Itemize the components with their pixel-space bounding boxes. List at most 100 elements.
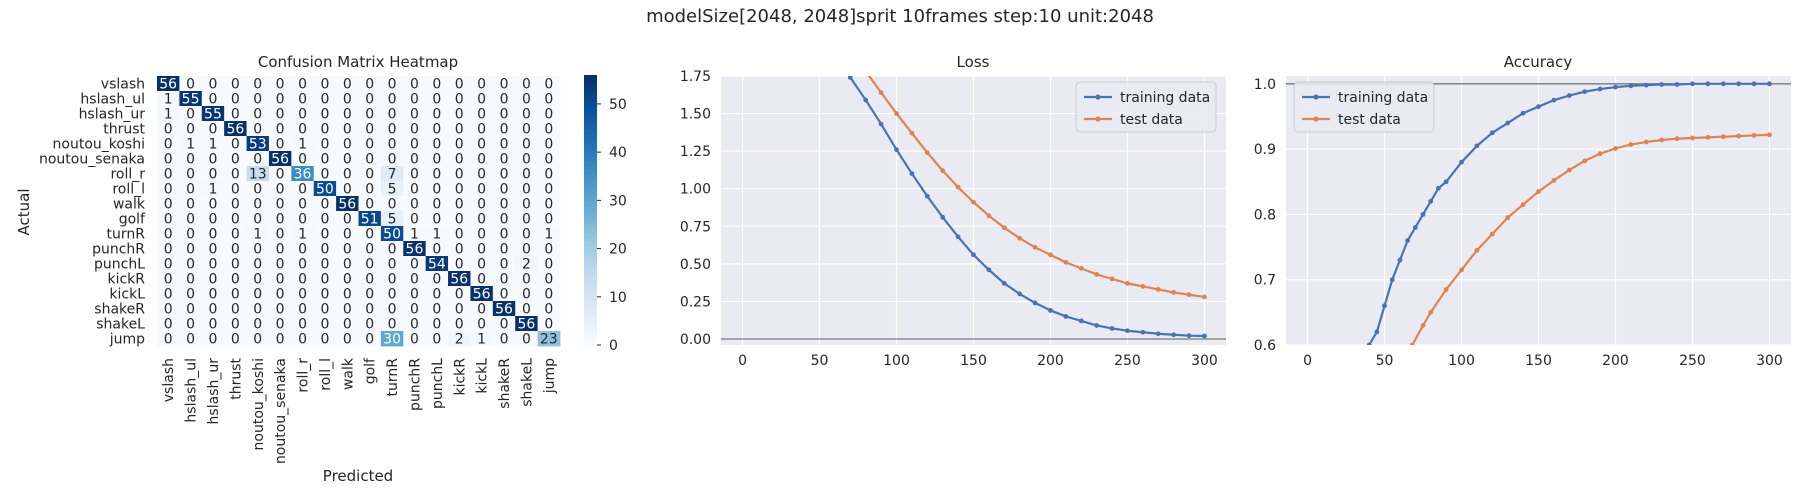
heatmap-cell [470, 286, 494, 302]
heatmap-cell-value: 2 [455, 332, 464, 348]
heatmap-y-tick-label: hslash_ur [79, 107, 146, 123]
heatmap-cell [470, 121, 494, 137]
heatmap-cell-value: 0 [298, 317, 307, 333]
heatmap-cell-value: 0 [253, 107, 262, 123]
heatmap-cell-value: 0 [388, 92, 397, 108]
heatmap-cell [224, 211, 247, 227]
heatmap-cell [537, 286, 561, 302]
colorbar-tick-label: 30 [609, 193, 627, 209]
heatmap-cell-value: 0 [388, 302, 397, 318]
heatmap-cell [425, 181, 449, 197]
heatmap-cell [268, 211, 292, 227]
heatmap-cell [313, 136, 337, 152]
data-point [1520, 202, 1526, 208]
heatmap-cell-value: 0 [388, 122, 397, 138]
heatmap-cell-value: 0 [500, 212, 509, 228]
heatmap-cell-value: 0 [544, 272, 553, 288]
heatmap-cell-value: 0 [500, 317, 509, 333]
x-tick-label: 250 [1679, 353, 1706, 369]
heatmap-cell-value: 0 [231, 227, 240, 243]
heatmap-y-tick-label: shakeL [96, 317, 145, 333]
heatmap-cell [179, 331, 203, 347]
colorbar-segment [584, 219, 597, 225]
legend-marker [1313, 94, 1319, 100]
heatmap-cell [157, 226, 180, 242]
heatmap-cell-value: 0 [276, 77, 285, 93]
heatmap-cell [246, 271, 270, 287]
data-point [909, 130, 915, 136]
colorbar-segment [584, 255, 597, 261]
heatmap-cell [179, 76, 203, 92]
heatmap-cell [537, 106, 561, 122]
heatmap-cell [179, 196, 203, 212]
colorbar-segment [584, 165, 597, 171]
heatmap-cell [403, 181, 427, 197]
heatmap-cell [358, 196, 382, 212]
heatmap-cell-value: 0 [365, 332, 374, 348]
heatmap-cell [448, 91, 471, 107]
data-point [955, 184, 961, 190]
data-point [1767, 81, 1772, 87]
heatmap-cell-value: 0 [253, 212, 262, 228]
heatmap-cell [268, 226, 292, 242]
data-point [1171, 290, 1177, 295]
heatmap-cell [425, 151, 449, 167]
heatmap-cell [224, 331, 247, 347]
heatmap-y-axis-label: Actual [15, 189, 33, 236]
colorbar-segment [584, 228, 597, 234]
heatmap-cell [336, 301, 359, 317]
heatmap-cell [358, 166, 382, 182]
heatmap-cell [157, 256, 180, 272]
heatmap-cell [515, 241, 539, 257]
heatmap-cell [515, 136, 539, 152]
heatmap-cell [403, 316, 427, 332]
data-point [1720, 134, 1726, 140]
heatmap-cell-value: 0 [298, 302, 307, 318]
heatmap-cell [246, 286, 270, 302]
heatmap-cell [268, 76, 292, 92]
heatmap-cell [425, 271, 449, 287]
heatmap-title: Confusion Matrix Heatmap [258, 53, 458, 71]
heatmap-cell [313, 226, 337, 242]
heatmap-cell [358, 331, 382, 347]
heatmap-cell-value: 0 [410, 317, 419, 333]
heatmap-cell [492, 91, 516, 107]
heatmap-x-tick-label: roll_l [318, 358, 334, 391]
heatmap-cell [380, 76, 404, 92]
heatmap-cell-value: 0 [410, 77, 419, 93]
heatmap-x-tick-label: golf [363, 357, 379, 384]
heatmap-cell-value: 0 [544, 92, 553, 108]
heatmap-cell-value: 0 [388, 257, 397, 273]
heatmap-cell-value: 0 [231, 317, 240, 333]
heatmap-cell [380, 151, 404, 167]
heatmap-cell-value: 0 [432, 77, 441, 93]
heatmap-cell-value: 0 [253, 302, 262, 318]
heatmap-cell [268, 181, 292, 197]
heatmap-cell [537, 91, 561, 107]
data-point [1674, 82, 1680, 87]
heatmap-cell [448, 166, 471, 182]
data-point [1202, 294, 1207, 300]
data-point [1140, 283, 1146, 289]
heatmap-cell [492, 286, 516, 302]
heatmap-cell-value: 0 [164, 122, 173, 138]
heatmap-cell [470, 316, 494, 332]
heatmap-cell [380, 301, 404, 317]
heatmap-cell-value: 0 [432, 92, 441, 108]
heatmap-cell [157, 301, 180, 317]
heatmap-x-tick-label: turnR [385, 358, 401, 397]
heatmap-cell-value: 0 [209, 122, 218, 138]
heatmap-cell-value: 1 [477, 332, 486, 348]
heatmap-cell-value: 0 [253, 182, 262, 198]
heatmap-cell-value: 0 [298, 272, 307, 288]
heatmap-y-tick-label: noutou_senaka [39, 152, 145, 168]
heatmap-cell-value: 0 [522, 77, 531, 93]
heatmap-cell-value: 0 [343, 137, 352, 153]
heatmap-cell [179, 256, 203, 272]
heatmap-cell-value: 7 [388, 167, 397, 183]
heatmap-cell-value: 0 [522, 287, 531, 303]
data-point [1078, 318, 1084, 324]
y-tick-label: 0.7 [1254, 273, 1276, 289]
heatmap-cell [403, 286, 427, 302]
colorbar-segment [584, 286, 597, 292]
